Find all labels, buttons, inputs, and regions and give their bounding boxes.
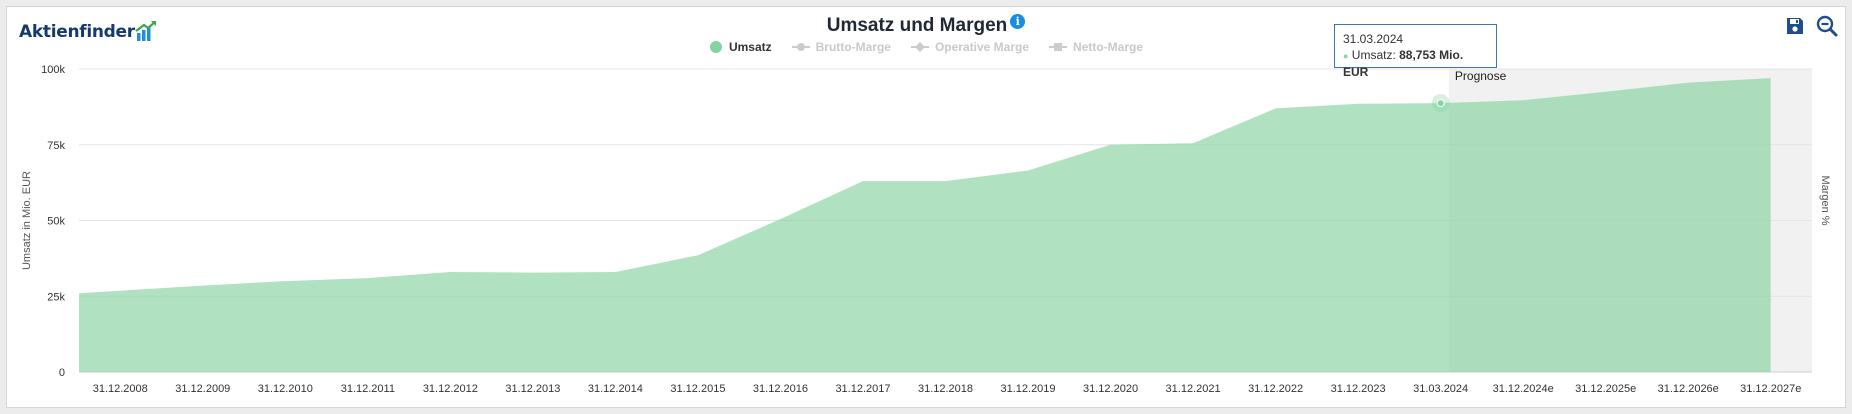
legend-line-square-icon <box>1049 43 1068 51</box>
y-tick-label: 75k <box>47 140 65 152</box>
y-tick-label: 50k <box>47 216 65 228</box>
logo-bars-icon <box>135 21 156 41</box>
legend-item-brutto-marge[interactable]: Brutto-Marge <box>791 40 891 54</box>
legend-label: Umsatz <box>728 40 772 54</box>
chart-toolbar <box>1782 13 1840 39</box>
x-tick-label: 31.12.2015 <box>670 383 725 395</box>
legend-line-diamond-icon <box>910 42 929 52</box>
legend-circle-icon <box>709 41 722 53</box>
x-tick-label: 31.12.2012 <box>423 383 478 395</box>
y2-axis-title: Margen % <box>1819 175 1831 225</box>
tooltip-series: Umsatz <box>1351 48 1393 62</box>
chart-title-text: Umsatz und Margen <box>826 15 1008 36</box>
save-icon <box>1787 18 1803 34</box>
x-tick-label: 31.12.2023 <box>1331 383 1386 395</box>
y-tick-label: 0 <box>59 367 65 379</box>
x-tick-label: 31.12.2013 <box>505 383 560 395</box>
x-tick-label: 31.12.2009 <box>175 383 230 395</box>
legend-item-netto-marge[interactable]: Netto-Marge <box>1049 40 1143 54</box>
aktienfinder-logo[interactable]: Aktienfinder <box>19 18 157 42</box>
chart-legend: Umsatz Brutto-Marge Operative Marge Nett… <box>0 40 1852 54</box>
x-tick-label: 31.12.2019 <box>1000 383 1055 395</box>
legend-item-umsatz[interactable]: Umsatz <box>709 40 772 54</box>
forecast-label: Prognose <box>1455 69 1507 83</box>
legend-label: Operative Marge <box>934 40 1030 54</box>
tooltip-date: 31.03.2024 <box>1343 32 1404 46</box>
x-tick-label: 31.12.2024e <box>1493 383 1554 395</box>
legend-item-operative-marge[interactable]: Operative Marge <box>910 40 1030 54</box>
x-tick-label: 31.12.2017 <box>835 383 890 395</box>
tooltip-row: ● Umsatz: 88,753 Mio. EUR <box>1343 48 1464 79</box>
chart-tooltip: 31.03.2024 ● Umsatz: 88,753 Mio. EUR <box>1334 24 1497 79</box>
legend-label: Netto-Marge <box>1073 40 1144 54</box>
x-tick-label: 31.12.2026e <box>1658 383 1719 395</box>
x-tick-label: 31.12.2020 <box>1083 383 1138 395</box>
tooltip-value: 88,753 Mio. EUR <box>1343 48 1464 79</box>
x-tick-label: 31.12.2011 <box>341 383 395 395</box>
x-tick-label: 31.12.2022 <box>1248 383 1303 395</box>
x-tick-label: 31.03.2024 <box>1413 383 1468 395</box>
legend-label: Brutto-Marge <box>815 40 891 54</box>
x-tick-label: 31.12.2018 <box>918 383 973 395</box>
tooltip-dot-icon: ● <box>1343 51 1349 61</box>
save-button[interactable] <box>1782 13 1808 39</box>
chart-title: Umsatz und Margen i <box>0 14 1852 37</box>
y-tick-label: 25k <box>47 291 65 303</box>
zoom-out-button[interactable] <box>1814 13 1840 39</box>
x-tick-label: 31.12.2021 <box>1166 383 1221 395</box>
x-tick-label: 31.12.2016 <box>753 383 808 395</box>
info-icon[interactable]: i <box>1010 14 1026 29</box>
legend-line-circle-icon <box>791 43 810 51</box>
x-tick-label: 31.12.2025e <box>1575 383 1636 395</box>
x-tick-label: 31.12.2010 <box>258 383 313 395</box>
highlight-point <box>1436 99 1445 108</box>
zoom-out-icon <box>1816 15 1838 37</box>
x-tick-label: 31.12.2014 <box>588 383 643 395</box>
x-tick-label: 31.12.2008 <box>93 383 148 395</box>
y-tick-label: 100k <box>41 64 65 76</box>
x-tick-label: 31.12.2027e <box>1740 383 1801 395</box>
umsatz-area <box>79 78 1771 372</box>
logo-text: Aktienfinder <box>19 22 135 42</box>
y-axis-title: Umsatz in Mio. EUR <box>21 171 33 270</box>
